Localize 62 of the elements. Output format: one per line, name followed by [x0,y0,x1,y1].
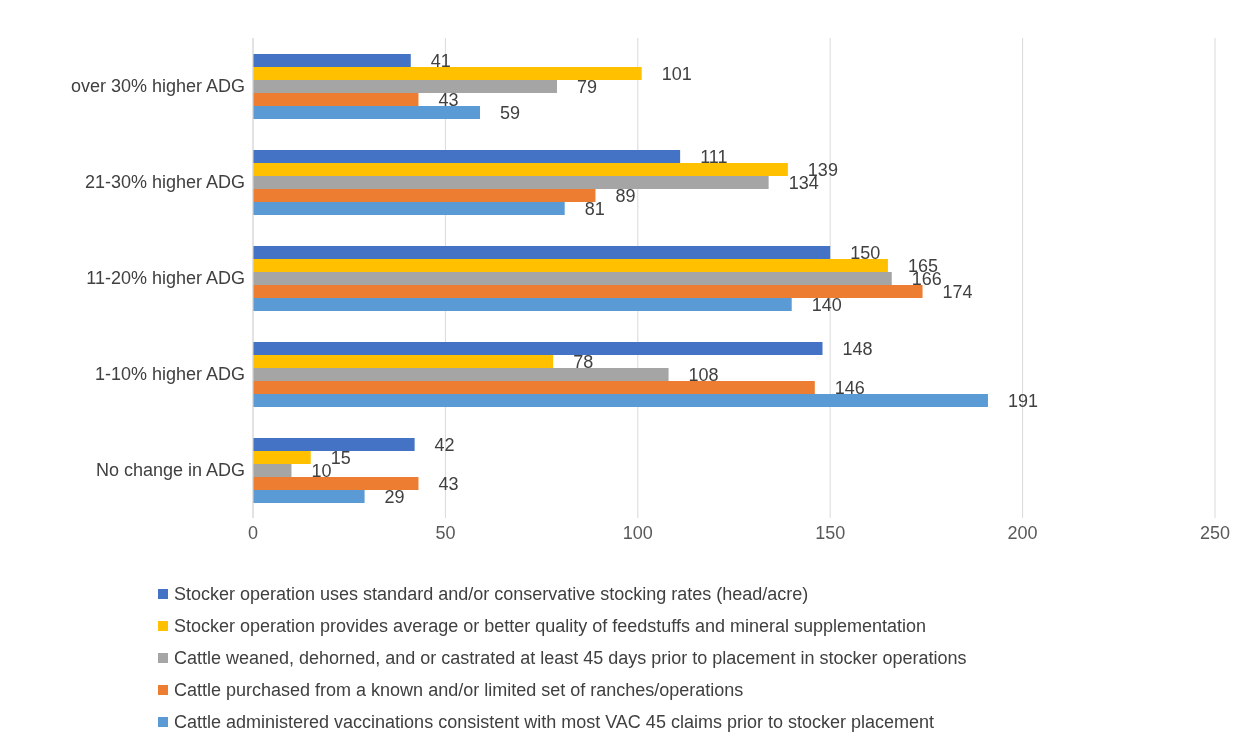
x-tick-label: 150 [815,522,846,543]
x-tick-label: 50 [435,522,456,543]
data-label: 81 [584,198,605,219]
bar [253,298,792,311]
data-label: 78 [573,351,594,372]
bar [253,368,669,381]
data-label: 191 [1007,390,1039,411]
bar [253,202,565,215]
bar [253,176,769,189]
x-tick-label: 100 [622,522,653,543]
bar [253,246,831,259]
data-label: 15 [330,447,351,468]
legend-label: Stocker operation provides average or better quality of feedstuffs and mineral supplementation [174,615,927,637]
data-label: 140 [811,294,842,315]
bar [253,381,815,394]
data-label: 10 [311,460,332,481]
bar [253,93,419,106]
bar [253,394,988,407]
bar [253,272,892,285]
data-label: 146 [834,377,865,398]
bar [253,189,596,202]
data-label: 41 [430,50,451,71]
bar [253,150,681,163]
x-tick-label: 200 [1007,522,1038,543]
legend-label: Cattle weaned, dehorned, and or castrated at least 45 days prior to placement in stocker operations [174,647,967,669]
y-tick-label: 1-10% higher ADG [94,364,245,385]
bar [253,259,888,272]
bar [253,285,923,298]
data-label: 111 [700,146,728,167]
data-label: 150 [850,242,881,263]
data-label: 43 [438,473,459,494]
data-label: 29 [384,486,405,507]
data-label: 174 [942,281,973,302]
bar [253,163,788,176]
bar [253,342,823,355]
x-tick-label: 0 [247,522,259,543]
y-tick-label: No change in ADG [95,460,245,481]
data-label: 148 [842,338,873,359]
bar [253,54,411,67]
bar [253,438,415,451]
y-tick-label: over 30% higher ADG [70,76,245,97]
bar [253,67,642,80]
bar [253,80,557,93]
data-label: 43 [438,89,459,110]
x-tick-label: 250 [1199,522,1231,543]
legend-label: Cattle purchased from a known and/or limited set of ranches/operations [174,679,744,701]
data-label: 59 [500,102,521,123]
bar [253,490,365,503]
bar [253,477,419,490]
legend-label: Cattle administered vaccinations consistent with most VAC 45 claims prior to stocker placement [174,711,934,733]
bar [253,451,311,464]
data-label: 108 [688,364,719,385]
data-label: 79 [576,76,598,97]
data-label: 89 [615,185,636,206]
y-tick-label: 11-20% higher ADG [86,268,245,289]
bar [253,464,292,477]
bar [253,355,554,368]
data-label: 42 [434,434,455,455]
bar [253,106,481,119]
y-tick-label: 21-30% higher ADG [84,172,245,193]
data-label: 101 [661,63,692,84]
legend-label: Stocker operation uses standard and/or conservative stocking rates (head/acre) [174,583,809,605]
